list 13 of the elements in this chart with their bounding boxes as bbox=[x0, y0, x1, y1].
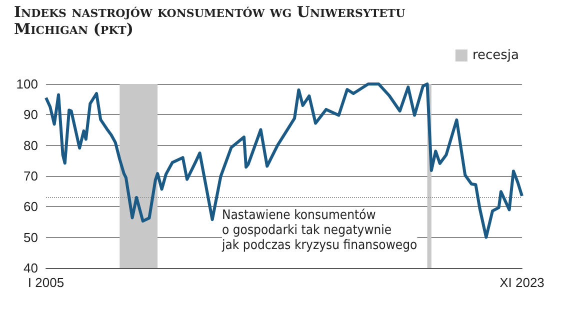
y-tick-label: 80 bbox=[24, 138, 38, 153]
y-tick-label: 50 bbox=[24, 230, 38, 245]
legend-label: recesja bbox=[472, 48, 520, 63]
y-tick-label: 70 bbox=[24, 168, 38, 184]
x-tick-label: I 2005 bbox=[28, 275, 64, 290]
line-series bbox=[44, 82, 524, 239]
y-tick-label: 90 bbox=[24, 107, 38, 122]
chart-title: Indeks nastrojów konsumentów wg Uniwersytetu Michigan (pkt) bbox=[14, 3, 406, 38]
y-tick-label: 40 bbox=[24, 260, 38, 276]
x-tick-label: XI 2023 bbox=[500, 275, 544, 290]
y-tick-label: 100 bbox=[16, 76, 38, 92]
annotation: Nastawiene konsumentów o gospodarki tak negatywnie jak podczas kryzysu finansowego bbox=[221, 208, 418, 253]
y-tick-label: 60 bbox=[24, 199, 38, 214]
